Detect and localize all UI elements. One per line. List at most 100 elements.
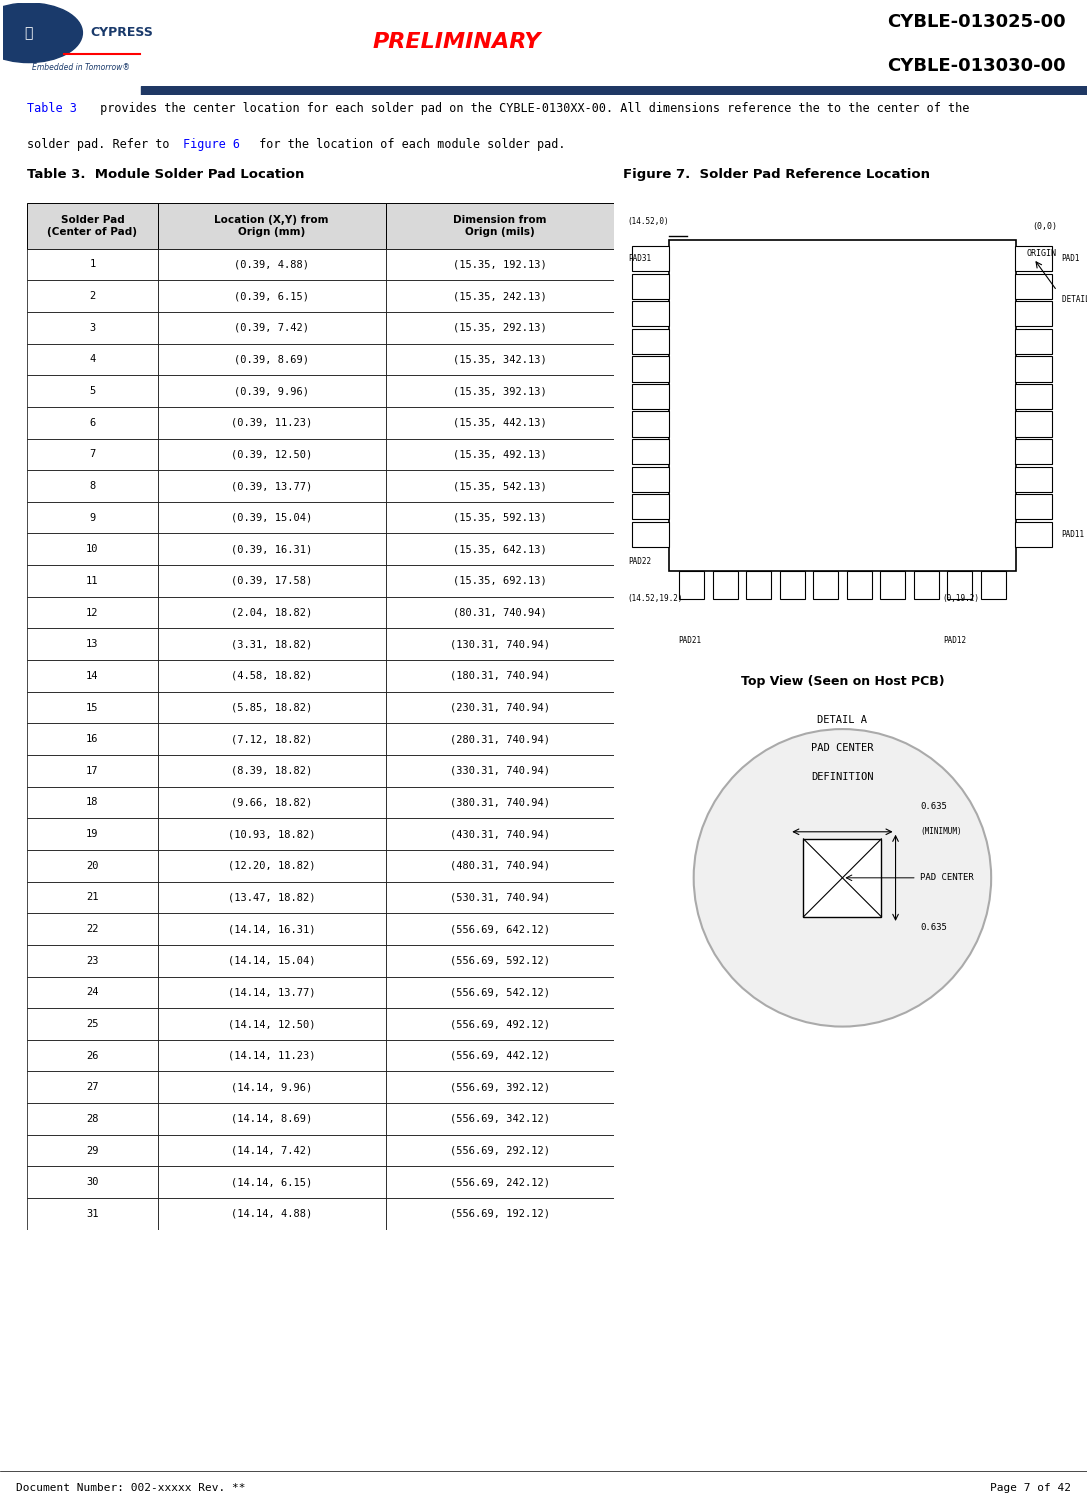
- Text: (13.47, 18.82): (13.47, 18.82): [228, 892, 315, 903]
- Bar: [386, 439, 614, 470]
- Text: (556.69, 592.12): (556.69, 592.12): [450, 955, 550, 966]
- Text: (14.14, 15.04): (14.14, 15.04): [228, 955, 315, 966]
- Bar: [1015, 246, 1052, 271]
- Text: (556.69, 192.12): (556.69, 192.12): [450, 1209, 550, 1219]
- Text: (15.35, 442.13): (15.35, 442.13): [453, 417, 547, 428]
- Bar: [633, 356, 669, 381]
- Bar: [386, 723, 614, 755]
- Text: (556.69, 492.12): (556.69, 492.12): [450, 1019, 550, 1029]
- Text: 18: 18: [86, 797, 99, 808]
- Bar: [27, 597, 158, 628]
- Bar: [27, 1166, 158, 1198]
- Bar: [633, 246, 669, 271]
- Bar: [27, 1135, 158, 1166]
- Bar: [158, 787, 386, 818]
- Bar: [27, 913, 158, 945]
- Bar: [27, 502, 158, 533]
- Bar: [158, 818, 386, 850]
- Bar: [27, 692, 158, 723]
- Bar: [158, 280, 386, 312]
- Text: (0.39, 16.31): (0.39, 16.31): [232, 544, 312, 555]
- Bar: [633, 467, 669, 491]
- Bar: [158, 597, 386, 628]
- Text: 21: 21: [86, 892, 99, 903]
- Bar: [386, 1071, 614, 1103]
- Bar: [386, 945, 614, 977]
- Text: (0,0): (0,0): [1032, 222, 1057, 231]
- Text: (7.12, 18.82): (7.12, 18.82): [232, 734, 312, 744]
- Text: 12: 12: [86, 607, 99, 618]
- Bar: [386, 787, 614, 818]
- Bar: [27, 280, 158, 312]
- Text: (9.66, 18.82): (9.66, 18.82): [232, 797, 312, 808]
- Bar: [386, 597, 614, 628]
- Bar: [27, 533, 158, 565]
- Bar: [847, 571, 872, 598]
- Text: 4: 4: [89, 354, 96, 365]
- Text: (380.31, 740.94): (380.31, 740.94): [450, 797, 550, 808]
- Bar: [803, 839, 882, 916]
- Text: (530.31, 740.94): (530.31, 740.94): [450, 892, 550, 903]
- Text: 22: 22: [86, 924, 99, 934]
- Bar: [386, 1008, 614, 1040]
- Bar: [27, 977, 158, 1008]
- Text: (15.35, 292.13): (15.35, 292.13): [453, 322, 547, 333]
- Bar: [27, 1198, 158, 1230]
- Bar: [813, 571, 838, 598]
- Bar: [1015, 521, 1052, 547]
- Bar: [386, 280, 614, 312]
- Bar: [1015, 439, 1052, 464]
- Text: DETAIL A: DETAIL A: [817, 714, 867, 725]
- Text: 14: 14: [86, 671, 99, 681]
- Bar: [27, 565, 158, 597]
- Bar: [27, 755, 158, 787]
- Text: (330.31, 740.94): (330.31, 740.94): [450, 766, 550, 776]
- Text: 9: 9: [89, 512, 96, 523]
- Text: 28: 28: [86, 1114, 99, 1124]
- Text: Document Number: 002-xxxxx Rev. **: Document Number: 002-xxxxx Rev. **: [16, 1483, 246, 1493]
- Bar: [27, 628, 158, 660]
- Bar: [27, 660, 158, 692]
- Bar: [633, 494, 669, 520]
- Text: 24: 24: [86, 987, 99, 998]
- Bar: [27, 787, 158, 818]
- Bar: [158, 755, 386, 787]
- Bar: [679, 571, 704, 598]
- Text: 25: 25: [86, 1019, 99, 1029]
- Bar: [633, 329, 669, 354]
- Bar: [158, 1103, 386, 1135]
- Bar: [880, 571, 905, 598]
- Text: Table 3: Table 3: [27, 102, 77, 116]
- Text: (15.35, 392.13): (15.35, 392.13): [453, 386, 547, 396]
- Bar: [27, 882, 158, 913]
- Bar: [158, 1166, 386, 1198]
- Bar: [158, 977, 386, 1008]
- Bar: [386, 660, 614, 692]
- Text: Figure 6: Figure 6: [184, 137, 240, 151]
- Bar: [158, 565, 386, 597]
- Bar: [980, 571, 1005, 598]
- Text: (556.69, 542.12): (556.69, 542.12): [450, 987, 550, 998]
- Text: (4.58, 18.82): (4.58, 18.82): [232, 671, 312, 681]
- Text: (0.39, 17.58): (0.39, 17.58): [232, 576, 312, 586]
- Bar: [1015, 494, 1052, 520]
- Bar: [158, 945, 386, 977]
- Bar: [27, 312, 158, 344]
- Text: 7: 7: [89, 449, 96, 460]
- Text: 6: 6: [89, 417, 96, 428]
- Bar: [158, 692, 386, 723]
- Text: (556.69, 642.12): (556.69, 642.12): [450, 924, 550, 934]
- Bar: [386, 1135, 614, 1166]
- Text: (0.39, 11.23): (0.39, 11.23): [232, 417, 312, 428]
- Text: (0.39, 4.88): (0.39, 4.88): [235, 259, 309, 270]
- Bar: [386, 312, 614, 344]
- Bar: [158, 375, 386, 407]
- Text: Dimension from
Orign (mils): Dimension from Orign (mils): [453, 216, 547, 237]
- Bar: [27, 344, 158, 375]
- Text: (14.14, 4.88): (14.14, 4.88): [232, 1209, 312, 1219]
- Bar: [27, 1103, 158, 1135]
- Text: PRELIMINARY: PRELIMINARY: [372, 32, 541, 51]
- Bar: [713, 571, 738, 598]
- Text: Figure 7.  Solder Pad Reference Location: Figure 7. Solder Pad Reference Location: [623, 169, 929, 181]
- Bar: [1015, 274, 1052, 298]
